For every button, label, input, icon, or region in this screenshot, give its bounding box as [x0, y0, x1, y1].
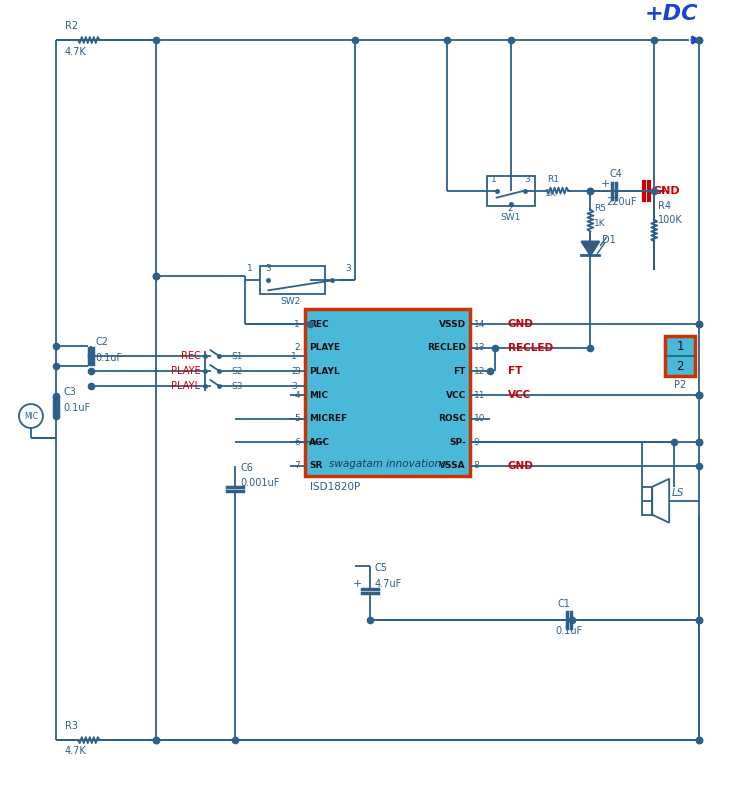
Text: S2: S2	[231, 367, 242, 376]
Text: 1K: 1K	[594, 218, 606, 228]
Text: C1: C1	[557, 600, 571, 609]
Text: PLAYL: PLAYL	[171, 381, 200, 391]
Text: C4: C4	[610, 169, 622, 179]
Text: MICREF: MICREF	[309, 414, 347, 423]
Text: D1: D1	[602, 236, 616, 246]
Text: +: +	[601, 179, 610, 188]
Text: 2: 2	[676, 360, 684, 373]
Text: R5: R5	[594, 203, 607, 213]
Text: 3: 3	[265, 265, 271, 273]
Text: 13: 13	[474, 343, 486, 352]
Text: 0.001uF: 0.001uF	[240, 478, 280, 487]
Text: VCC: VCC	[508, 390, 531, 400]
Bar	[642, 487, 653, 515]
Text: C6: C6	[240, 463, 253, 473]
Text: 0.1uF: 0.1uF	[96, 353, 123, 363]
Text: 100K: 100K	[658, 214, 683, 225]
Text: R1: R1	[548, 174, 559, 184]
Text: 8: 8	[474, 462, 480, 470]
Text: S1: S1	[231, 352, 243, 360]
Text: 6: 6	[294, 438, 300, 447]
Text: VSSD: VSSD	[439, 319, 466, 329]
Text: 14: 14	[474, 319, 485, 329]
Text: 5: 5	[294, 414, 300, 423]
Text: 4: 4	[295, 391, 300, 400]
Text: 1: 1	[248, 265, 253, 273]
Text: RECLED: RECLED	[426, 343, 466, 352]
Text: 3: 3	[294, 367, 300, 376]
Text: S3: S3	[231, 382, 243, 391]
Text: 1: 1	[294, 319, 300, 329]
Text: +: +	[353, 579, 361, 589]
Text: PLAYE: PLAYE	[171, 366, 200, 376]
Text: 1: 1	[291, 352, 297, 360]
Text: SP-: SP-	[449, 438, 466, 447]
Text: PLAYL: PLAYL	[309, 367, 340, 376]
Text: C2: C2	[96, 338, 109, 347]
Text: REC: REC	[309, 319, 329, 329]
Text: GND: GND	[508, 319, 534, 329]
Text: AGC: AGC	[309, 438, 330, 447]
Text: 10: 10	[474, 414, 486, 423]
Text: 2: 2	[508, 203, 514, 213]
Text: GND: GND	[653, 185, 680, 195]
Text: 1: 1	[491, 174, 497, 184]
Text: 3: 3	[291, 382, 297, 391]
Text: swagatam innovations: swagatam innovations	[329, 459, 446, 469]
Text: 7: 7	[294, 462, 300, 470]
Text: R2: R2	[65, 21, 78, 31]
Text: GND: GND	[508, 461, 534, 471]
Text: 1: 1	[676, 340, 684, 352]
FancyBboxPatch shape	[305, 309, 470, 476]
Text: C3: C3	[64, 387, 77, 397]
Text: VCC: VCC	[446, 391, 466, 400]
Polygon shape	[582, 242, 599, 255]
Text: PLAYE: PLAYE	[309, 343, 340, 352]
Text: MIC: MIC	[309, 391, 328, 400]
Text: ROSC: ROSC	[438, 414, 466, 423]
Text: 9: 9	[474, 438, 480, 447]
Text: 4.7K: 4.7K	[65, 746, 86, 756]
Text: VSSA: VSSA	[439, 462, 466, 470]
Text: +DC: +DC	[644, 4, 698, 24]
Text: SW2: SW2	[280, 298, 301, 306]
Text: LS: LS	[672, 487, 684, 498]
Text: SW1: SW1	[500, 213, 521, 221]
Text: FT: FT	[508, 367, 522, 377]
Text: ISD1820P: ISD1820P	[310, 482, 361, 492]
Text: MIC: MIC	[24, 411, 38, 421]
Text: R3: R3	[65, 721, 78, 731]
Text: 3: 3	[525, 174, 531, 184]
Text: 1K: 1K	[545, 188, 556, 198]
Text: 3: 3	[345, 265, 351, 273]
Text: 2: 2	[292, 367, 297, 376]
Text: FT: FT	[453, 367, 466, 376]
Text: 0.1uF: 0.1uF	[64, 403, 91, 413]
Text: 0.1uF: 0.1uF	[556, 626, 582, 637]
Text: 4.7uF: 4.7uF	[375, 579, 402, 589]
Text: 220uF: 220uF	[607, 196, 637, 206]
Text: 4.7K: 4.7K	[65, 47, 86, 57]
Text: C5: C5	[375, 563, 388, 572]
FancyBboxPatch shape	[665, 336, 695, 376]
Text: R4: R4	[658, 201, 671, 210]
Text: P2: P2	[674, 380, 687, 390]
Text: 2: 2	[295, 343, 300, 352]
Text: REC: REC	[181, 351, 200, 361]
Text: 11: 11	[474, 391, 486, 400]
Text: RECLED: RECLED	[508, 343, 553, 353]
Text: 12: 12	[474, 367, 485, 376]
Text: SR: SR	[309, 462, 322, 470]
